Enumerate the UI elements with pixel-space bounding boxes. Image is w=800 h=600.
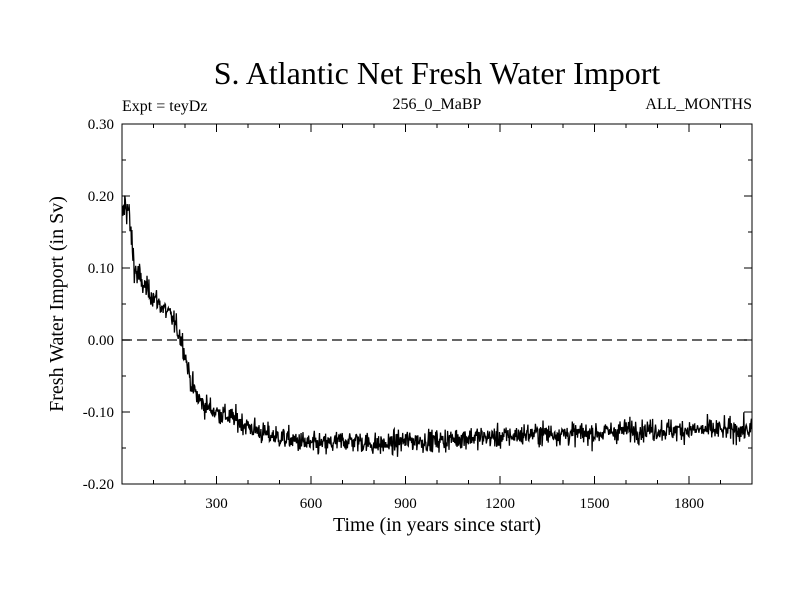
chart-title: S. Atlantic Net Fresh Water Import [214,55,661,91]
y-axis-label: Fresh Water Import (in Sv) [46,196,68,412]
series-line [121,195,753,457]
months-label: ALL_MONTHS [645,96,752,113]
y-tick-label: 0.20 [88,189,114,205]
y-tick-label: -0.10 [83,405,114,421]
x-tick-label: 1500 [580,496,610,512]
y-tick-label: -0.20 [83,477,114,493]
x-axis-label: Time (in years since start) [333,514,541,536]
x-tick-label: 1800 [674,496,704,512]
x-tick-label: 600 [300,496,323,512]
x-tick-label: 300 [205,496,228,512]
y-tick-label: 0.10 [88,261,114,277]
y-tick-label: 0.00 [88,333,114,349]
x-tick-label: 1200 [485,496,515,512]
y-tick-label: 0.30 [88,117,114,133]
experiment-label: Expt = teyDz [122,98,207,115]
x-tick-label: 900 [394,496,417,512]
time-period-label: 256_0_MaBP [393,96,482,113]
plot-frame [121,123,753,485]
